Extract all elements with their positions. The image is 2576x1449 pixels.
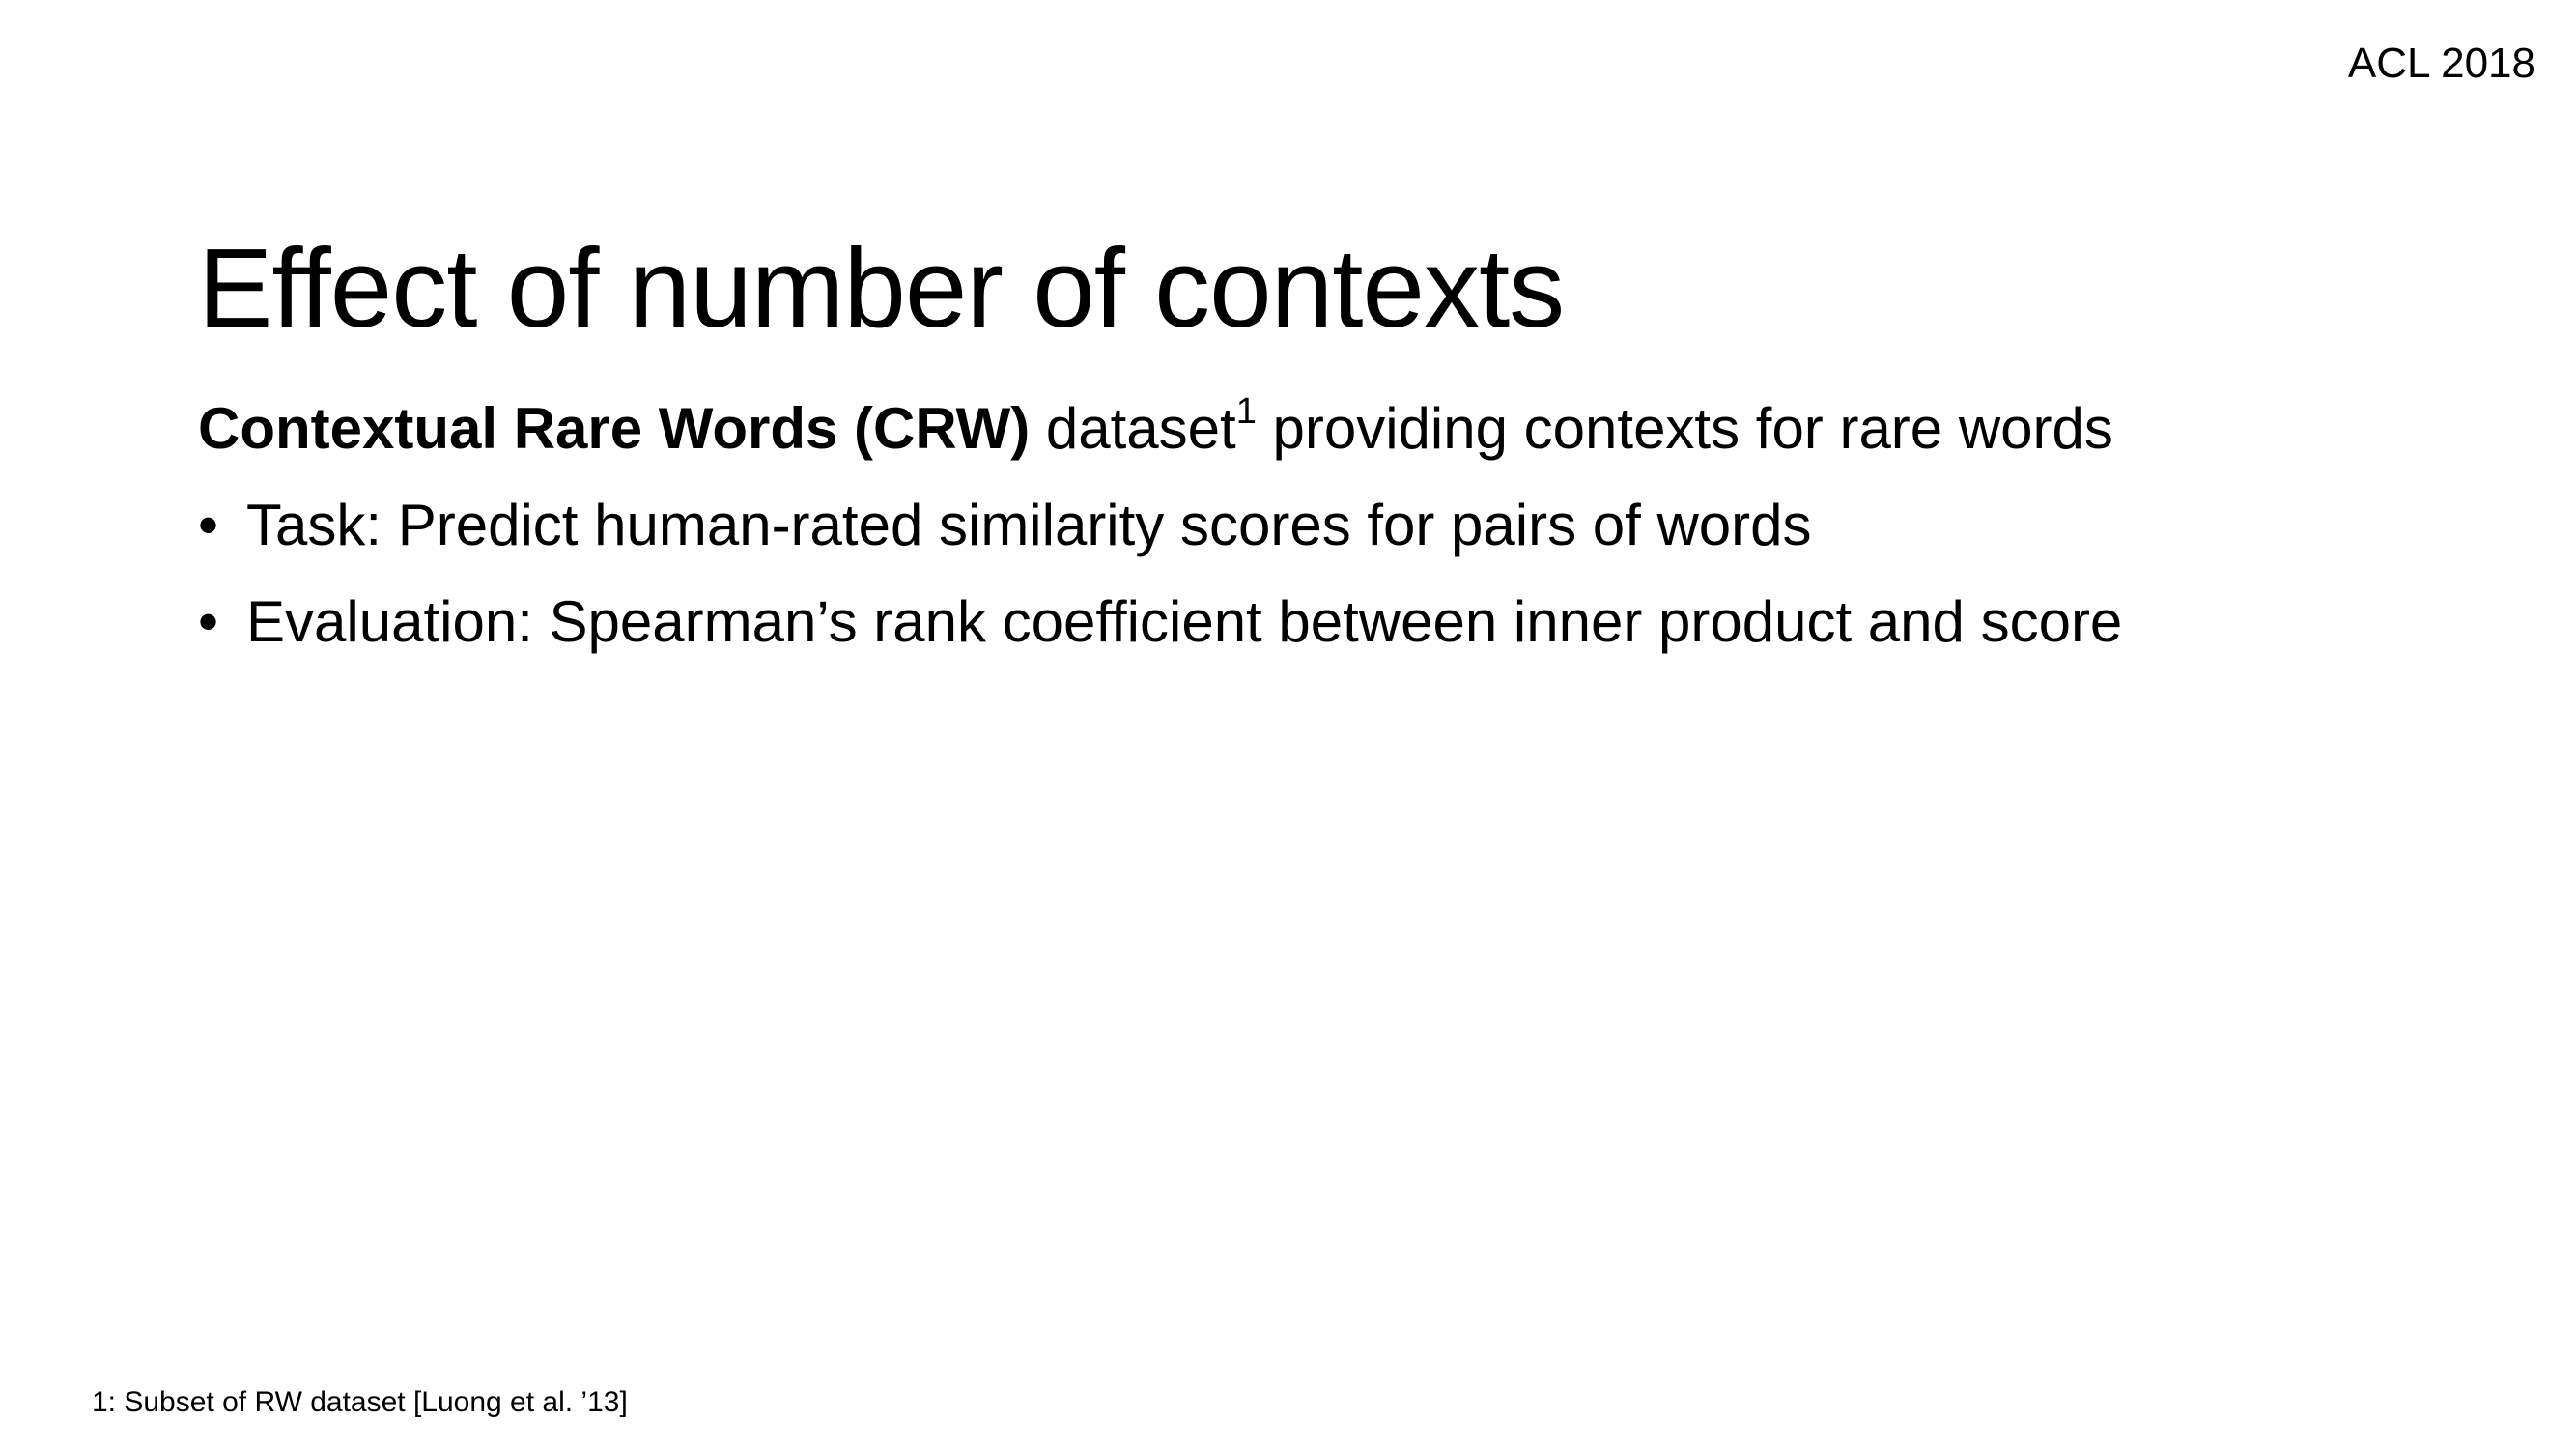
- footnote-marker: 1: [1235, 391, 1257, 432]
- lead-text-dataset: dataset: [1030, 396, 1236, 461]
- footnote: 1: Subset of RW dataset [Luong et al. ’1…: [92, 1386, 628, 1418]
- bullet-text: Task: Predict human-rated similarity sco…: [246, 493, 1812, 557]
- bullet-item-evaluation: • Evaluation: Spearman’s rank coefficien…: [198, 580, 2420, 665]
- slide-title: Effect of number of contexts: [198, 224, 1565, 351]
- bullet-text: Evaluation: Spearman’s rank coefficient …: [246, 589, 2123, 654]
- lead-text-rest: providing contexts for rare words: [1256, 396, 2113, 461]
- bullet-list: • Task: Predict human-rated similarity s…: [198, 483, 2420, 665]
- lead-paragraph: Contextual Rare Words (CRW) dataset1 pro…: [198, 386, 2420, 471]
- dataset-name: Contextual Rare Words (CRW): [198, 396, 1031, 461]
- venue-label: ACL 2018: [2347, 40, 2535, 87]
- bullet-dot-icon: •: [198, 589, 219, 654]
- bullet-dot-icon: •: [198, 493, 219, 557]
- slide-body: Contextual Rare Words (CRW) dataset1 pro…: [198, 386, 2420, 676]
- bullet-item-task: • Task: Predict human-rated similarity s…: [198, 483, 2420, 568]
